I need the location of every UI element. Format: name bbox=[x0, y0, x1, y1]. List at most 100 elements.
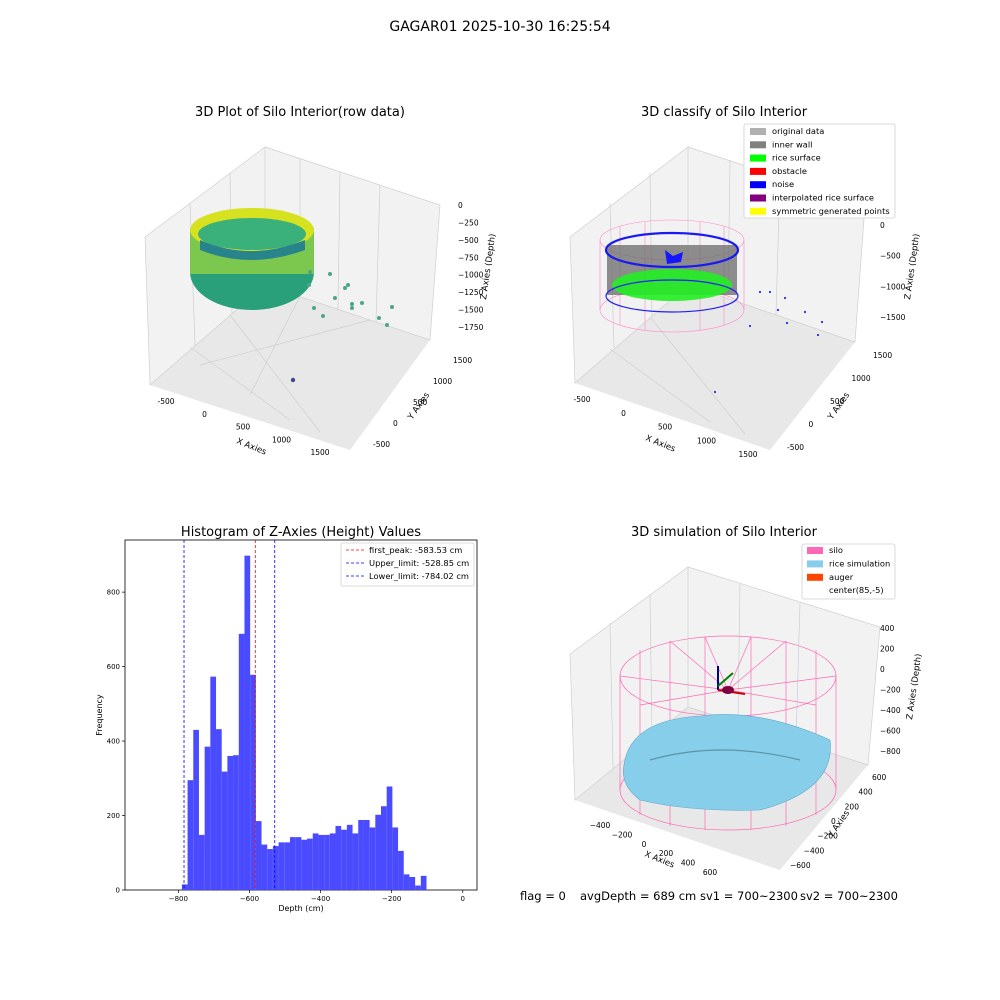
histogram-x-ticks: −800 −600 −400 −200 0 bbox=[169, 890, 465, 903]
y-tick-label: 1000 bbox=[433, 377, 452, 386]
z-tick-label: −500 bbox=[880, 252, 901, 261]
y-tick-label: 800 bbox=[107, 589, 120, 597]
panel2-x-label: X Axies bbox=[644, 434, 677, 455]
z-tick-label: −600 bbox=[880, 727, 901, 736]
panel1-floor-pane bbox=[150, 285, 430, 450]
z-tick-label: 0 bbox=[880, 665, 885, 674]
panel1-z-ticks: 0 −250 −500 −750 −1000 −1250 −1500 −1750 bbox=[458, 201, 484, 332]
histogram-bar bbox=[352, 833, 359, 890]
panel4-y-label: Y Axies bbox=[826, 808, 853, 840]
histogram-bar bbox=[181, 884, 188, 890]
histogram-bar bbox=[244, 555, 251, 890]
y-tick-label: −600 bbox=[790, 861, 811, 870]
histogram-bar bbox=[312, 833, 319, 890]
histogram-bar bbox=[409, 876, 416, 890]
histogram-bars bbox=[181, 555, 427, 890]
histogram-bar bbox=[267, 849, 273, 890]
x-tick-label: 1000 bbox=[697, 436, 716, 445]
legend-label: original data bbox=[772, 126, 824, 136]
legend-swatch bbox=[750, 128, 766, 135]
panel4-grid bbox=[609, 622, 614, 769]
y-tick-label: 0 bbox=[393, 419, 398, 428]
z-tick-label: −400 bbox=[880, 706, 901, 715]
histogram-bar bbox=[398, 850, 404, 890]
panel1-y-ticks: -500 0 500 1000 1500 bbox=[373, 356, 472, 449]
y-tick-label: 600 bbox=[107, 663, 120, 671]
y-tick-label: 1500 bbox=[453, 356, 472, 365]
histogram-bar bbox=[295, 837, 302, 890]
histogram-legend-box bbox=[340, 542, 475, 587]
panel2-grid bbox=[609, 348, 711, 423]
x-tick-label: -500 bbox=[157, 397, 174, 406]
z-tick-label: −1000 bbox=[880, 282, 906, 291]
legend-label: obstacle bbox=[772, 166, 807, 176]
panel1-title: 3D Plot of Silo Interior(row data) bbox=[195, 105, 405, 120]
panel4-z-label: Z Axies (Depth) bbox=[905, 653, 924, 720]
histogram-bar bbox=[216, 729, 222, 890]
z-tick-label: −1500 bbox=[880, 313, 906, 322]
panel4-grid bbox=[795, 602, 801, 742]
z-tick-label: −1750 bbox=[458, 323, 484, 332]
x-tick-label: 500 bbox=[236, 423, 251, 432]
legend-label: symmetric generated points bbox=[772, 206, 890, 216]
histogram-bar bbox=[250, 674, 256, 890]
histogram-bar bbox=[375, 814, 381, 890]
histogram-bar bbox=[381, 806, 387, 890]
histogram-bar bbox=[272, 846, 279, 890]
panel1-grid bbox=[189, 346, 291, 421]
panel1-grid bbox=[199, 319, 371, 366]
legend-swatch bbox=[807, 573, 823, 581]
x-tick-label: 1500 bbox=[310, 448, 329, 457]
x-tick-label: 0 bbox=[202, 410, 207, 419]
y-tick-label: -500 bbox=[787, 443, 804, 452]
x-tick-label: 200 bbox=[659, 849, 674, 858]
panel-classify-3d: 3D classify of Silo Interior bbox=[569, 105, 922, 459]
x-tick-label: −200 bbox=[612, 830, 633, 839]
legend-swatch bbox=[750, 194, 766, 202]
histogram-bar bbox=[238, 633, 245, 890]
histogram-bar bbox=[284, 842, 290, 890]
panel1-grid bbox=[337, 171, 341, 311]
histogram-bar bbox=[210, 676, 217, 890]
panel4-auger bbox=[717, 666, 746, 695]
histogram-bar bbox=[255, 821, 262, 890]
legend-label: Upper_limit: -528.85 cm bbox=[369, 558, 469, 568]
legend-swatch bbox=[750, 207, 766, 215]
panel1-z-label: Z Axies (Depth) bbox=[479, 233, 498, 300]
panel2-obstacle-noise bbox=[665, 250, 683, 264]
z-tick-label: 400 bbox=[880, 624, 895, 633]
legend-swatch bbox=[807, 587, 823, 595]
legend-swatch bbox=[807, 547, 823, 554]
panel2-noise-points bbox=[714, 291, 823, 393]
histogram-bar bbox=[227, 755, 234, 890]
panel4-title: 3D simulation of Silo Interior bbox=[631, 525, 818, 540]
panel4-grid bbox=[737, 583, 741, 723]
panel-simulation-3d: 3D simulation of Silo Interior bbox=[569, 525, 924, 877]
panel4-rice-ridge bbox=[649, 749, 801, 761]
z-tick-label: 0 bbox=[458, 201, 463, 210]
panel2-y-label: Y Axies bbox=[826, 390, 853, 422]
histogram-bar bbox=[261, 844, 268, 890]
z-tick-label: −500 bbox=[458, 236, 479, 245]
y-tick-label: 0 bbox=[116, 887, 120, 895]
panel2-y-ticks: -500 0 500 1000 1500 bbox=[787, 351, 892, 452]
histogram-legend: first_peak: -583.53 cm Upper_limit: -528.… bbox=[340, 542, 475, 587]
z-tick-label: −1000 bbox=[458, 271, 484, 280]
histogram-vlines bbox=[183, 540, 276, 890]
legend-label: rice surface bbox=[772, 153, 821, 163]
histogram-bar bbox=[420, 875, 427, 890]
x-tick-label: 1000 bbox=[272, 435, 291, 444]
panel4-legend-box bbox=[801, 543, 896, 600]
y-tick-label: 0 bbox=[809, 420, 814, 429]
panel2-z-ticks: 0 −500 −1000 −1500 bbox=[880, 221, 906, 322]
legend-swatch bbox=[807, 560, 823, 568]
x-tick-label: 0 bbox=[461, 895, 465, 903]
y-tick-label: 400 bbox=[107, 738, 120, 746]
x-tick-label: 0 bbox=[621, 409, 626, 418]
x-tick-label: −800 bbox=[169, 895, 188, 903]
panel2-wall-rim bbox=[604, 231, 740, 269]
y-tick-label: -500 bbox=[373, 440, 390, 449]
z-tick-label: −750 bbox=[458, 253, 479, 262]
panel3-title: Histogram of Z-Axies (Height) Values bbox=[181, 525, 421, 540]
